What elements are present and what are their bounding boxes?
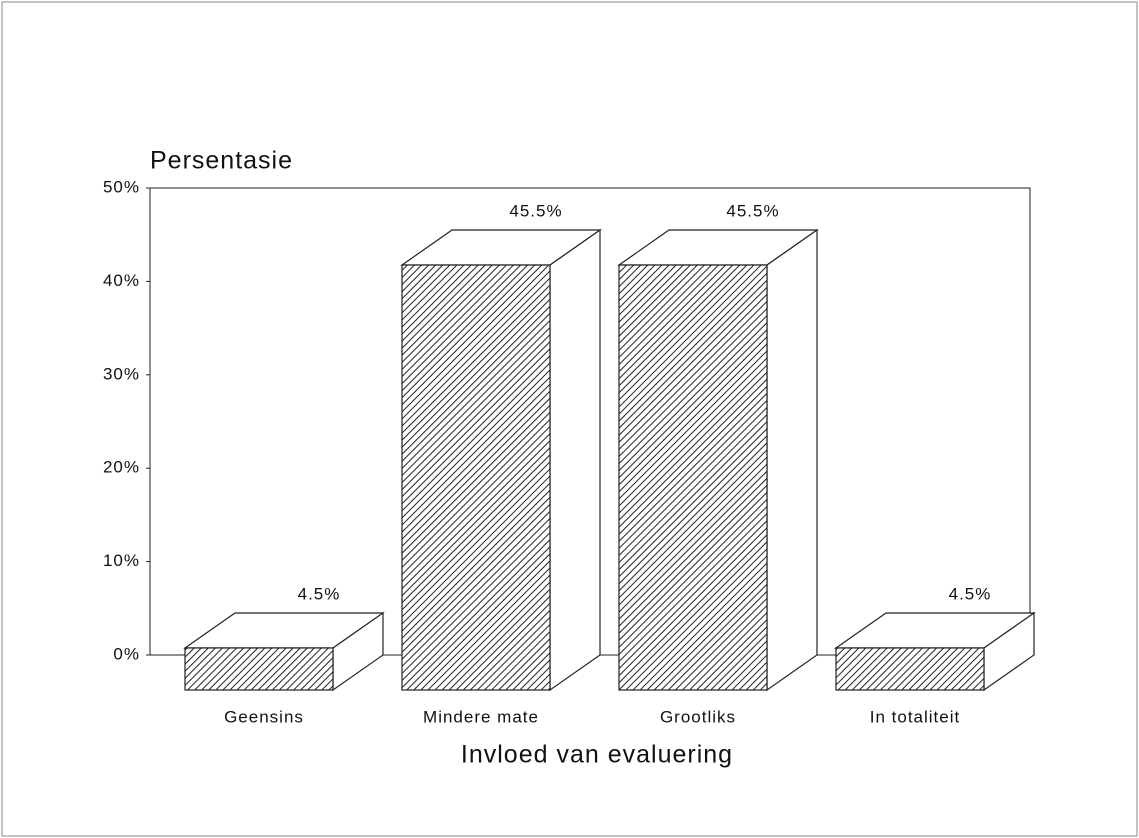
bar xyxy=(835,647,985,691)
x-tick-label: Mindere mate xyxy=(423,707,539,726)
x-axis-label: Invloed van evaluering xyxy=(461,741,733,769)
bar-side xyxy=(766,228,818,692)
value-label: 4.5% xyxy=(949,584,992,603)
value-label: 45.5% xyxy=(726,202,779,221)
bar xyxy=(618,264,768,691)
value-label: 4.5% xyxy=(298,584,341,603)
x-tick-label: Grootliks xyxy=(660,707,736,726)
x-tick-label: Geensins xyxy=(224,707,304,726)
y-tick-label: 10% xyxy=(103,551,140,570)
y-tick-label: 30% xyxy=(103,364,140,383)
y-tick-label: 40% xyxy=(103,271,140,290)
y-tick-label: 20% xyxy=(103,458,140,477)
value-label: 45.5% xyxy=(509,202,562,221)
bar-side xyxy=(549,228,601,692)
x-tick-label: In totaliteit xyxy=(870,707,961,726)
y-tick-label: 0% xyxy=(113,644,140,663)
bar xyxy=(184,647,334,691)
y-axis-label: Persentasie xyxy=(150,147,293,175)
y-tick-label: 50% xyxy=(103,177,140,196)
bar xyxy=(401,264,551,691)
